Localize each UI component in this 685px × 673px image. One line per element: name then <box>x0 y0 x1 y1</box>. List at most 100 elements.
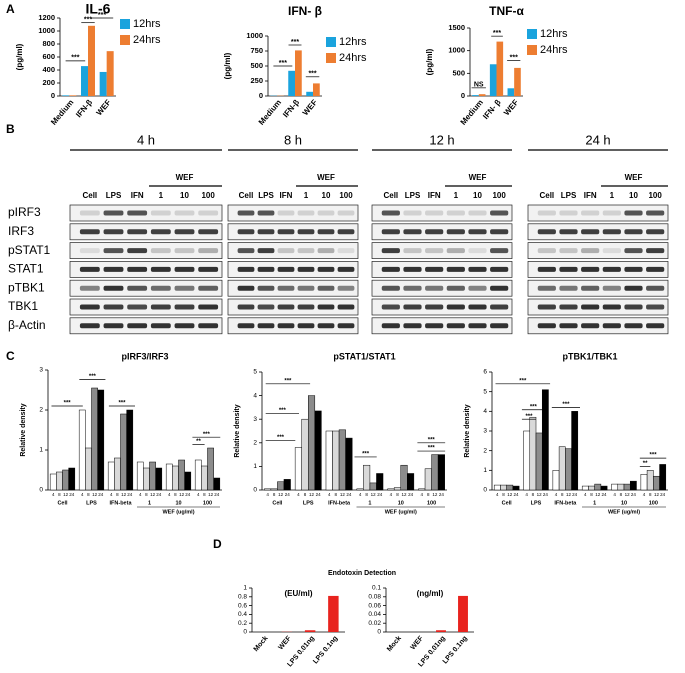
lane-label: Cell <box>383 191 398 200</box>
x-tick-label: Medium <box>49 98 75 127</box>
blot-band <box>425 266 444 272</box>
bar <box>301 418 309 491</box>
blot-band <box>297 285 315 291</box>
y-tick-label: 0 <box>259 91 263 100</box>
endotoxin-title: Endotoxin Detection <box>328 570 396 577</box>
blot-band <box>198 266 219 272</box>
bar-sublabel: 8 <box>590 492 593 497</box>
bar <box>143 467 150 491</box>
x-tick-label: WEF <box>502 98 520 117</box>
bar-sublabel: 8 <box>304 492 307 497</box>
y-tick-label: 250 <box>250 76 263 85</box>
blot-band <box>150 210 171 216</box>
y-tick-label: 0.4 <box>238 611 247 618</box>
legend-label: 24hrs <box>133 34 161 46</box>
blot-band <box>127 248 148 254</box>
bar <box>107 461 115 491</box>
bar <box>600 485 608 491</box>
blot-band <box>468 210 487 216</box>
bar <box>523 430 531 491</box>
blot-band <box>297 248 315 254</box>
bar-sublabel: 4 <box>168 492 171 497</box>
lane-label: 10 <box>322 191 331 200</box>
significance-label: *** <box>428 437 436 443</box>
blot-band <box>581 304 600 310</box>
bar <box>458 595 468 632</box>
blot-frame <box>371 242 513 259</box>
y-tick-label: 2 <box>483 447 487 454</box>
panel-label: B <box>6 122 15 136</box>
lane-label: LPS <box>258 191 274 200</box>
blot-band <box>381 248 400 254</box>
x-tick-label: WEF <box>94 98 112 117</box>
blot-band <box>446 248 465 254</box>
significance-label: *** <box>291 39 299 46</box>
lane-label: Cell <box>82 191 97 200</box>
bar-sublabel: 4 <box>139 492 142 497</box>
bar <box>558 446 566 491</box>
blot-band <box>277 229 295 235</box>
bar <box>325 430 333 491</box>
bar <box>393 487 401 491</box>
x-tick-label: LPS <box>531 500 542 506</box>
blot-band <box>559 229 578 235</box>
bar <box>507 88 515 96</box>
bar <box>493 484 501 491</box>
bar <box>97 389 105 491</box>
legend-swatch <box>326 53 336 63</box>
blot-band <box>624 323 643 329</box>
bar <box>277 481 285 491</box>
blot-band <box>79 304 100 310</box>
blot-band <box>581 285 600 291</box>
blot-band <box>537 229 556 235</box>
y-tick-label: 0 <box>483 487 487 494</box>
bar-sublabel: 4 <box>420 492 423 497</box>
bar <box>535 432 543 491</box>
blot-band <box>624 285 643 291</box>
blot-band <box>237 229 255 235</box>
bar-sublabel: 24 <box>98 492 104 497</box>
blot-band <box>581 323 600 329</box>
bar <box>387 488 395 491</box>
bar <box>369 482 377 491</box>
lane-label: 100 <box>492 191 506 200</box>
y-tick-label: 5 <box>483 388 487 395</box>
y-axis-label: (pg/ml) <box>15 43 24 70</box>
bar-sublabel: 24 <box>631 492 637 497</box>
bar-sublabel: 8 <box>203 492 206 497</box>
bar-sublabel: 4 <box>643 492 646 497</box>
blot-band <box>581 229 600 235</box>
bar <box>496 41 504 96</box>
bar-sublabel: 24 <box>214 492 220 497</box>
significance-label: *** <box>203 432 211 438</box>
bar <box>270 488 278 491</box>
blot-band <box>297 304 315 310</box>
blot-band <box>337 266 355 272</box>
group-label: WEF (ug/ml) <box>162 509 194 515</box>
x-tick-label: IFN-beta <box>554 500 577 506</box>
bar <box>345 437 353 491</box>
blot-band <box>127 304 148 310</box>
blot-band <box>79 210 100 216</box>
blot-band <box>581 248 600 254</box>
bar-sublabel: 24 <box>602 492 608 497</box>
bar <box>106 51 114 96</box>
blot-band <box>317 323 335 329</box>
x-tick-label: 100 <box>649 500 658 506</box>
time-header: 4 h <box>137 132 155 147</box>
legend-swatch <box>527 29 537 39</box>
significance-label: *** <box>519 378 527 384</box>
x-tick-label: Medium <box>459 98 485 127</box>
lane-label: LPS <box>106 191 122 200</box>
bar-sublabel: 24 <box>439 492 445 497</box>
bar <box>155 467 163 491</box>
y-tick-label: 1 <box>253 463 257 470</box>
bar <box>363 464 371 491</box>
row-label: TBK1 <box>8 299 38 313</box>
blot-band <box>174 304 195 310</box>
bar-sublabel: 8 <box>58 492 61 497</box>
y-tick-label: 3 <box>39 367 43 374</box>
bar-sublabel: 8 <box>174 492 177 497</box>
bar-sublabel: 24 <box>660 492 666 497</box>
blot-band <box>277 304 295 310</box>
